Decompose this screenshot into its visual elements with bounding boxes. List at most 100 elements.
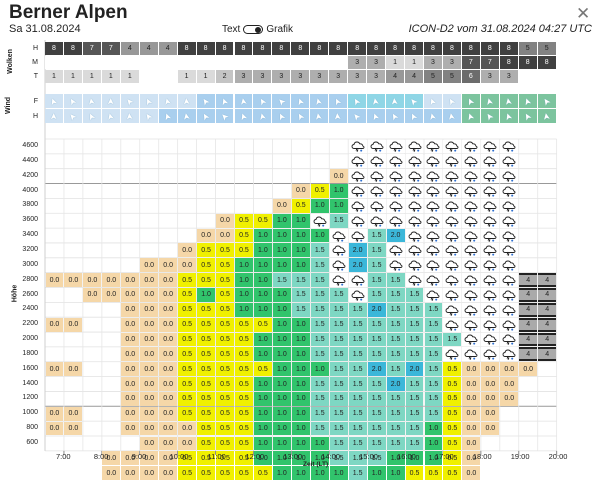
thermal-cell: 1.0: [291, 466, 310, 480]
thermal-cell: 0.0: [159, 406, 178, 421]
cloud-base-cell: 4: [519, 273, 538, 287]
thermal-cell: 0.0: [481, 362, 500, 377]
thermal-cell: 1.5: [329, 317, 348, 332]
thunder-cloud-icon: [424, 228, 443, 243]
thunder-cloud-icon: [443, 347, 462, 362]
thermal-cell: 1.5: [386, 421, 405, 436]
thunder-cloud-icon: [424, 258, 443, 273]
cloud-cell: 2: [215, 70, 234, 83]
wind-arrow-icon: ➤: [442, 94, 461, 108]
wind-arrow-icon: ➤: [215, 94, 234, 108]
y-tick-label: 1400: [22, 379, 38, 387]
thermal-cell: 0.5: [178, 347, 197, 362]
thermal-cell: 0.5: [178, 302, 197, 317]
thermal-cell: 0.5: [235, 228, 253, 243]
thunder-cloud-icon: [386, 198, 405, 213]
wind-arrow-icon: ➤: [348, 94, 367, 108]
thermal-cell: 0.0: [140, 466, 159, 480]
x-tick-label: 10:00: [169, 452, 189, 461]
cloud-cell: 7: [480, 56, 499, 69]
thermal-cell: 0.5: [253, 213, 272, 228]
thermal-cell: 0.0: [121, 421, 140, 436]
thunder-cloud-icon: [481, 139, 500, 154]
thunder-cloud-icon: [443, 184, 462, 198]
x-tick-label: 11:00: [207, 452, 226, 461]
thermal-cell: 1.0: [253, 243, 272, 258]
thermal-cell: 0.5: [216, 317, 234, 332]
thermal-cell: 1.0: [291, 436, 310, 451]
wind-arrow-icon: ➤: [499, 94, 518, 108]
cloud-cell: 8: [63, 42, 82, 55]
thunder-cloud-icon: [481, 288, 500, 302]
thermal-cell: 0.5: [197, 347, 216, 362]
cloud-cell: [291, 56, 310, 69]
cloud-base-cell: 4: [519, 302, 538, 317]
thermal-cell: 0.0: [121, 406, 140, 421]
thermal-cell: 1.5: [424, 347, 443, 362]
thermal-cell: 1.5: [367, 377, 386, 391]
thermal-cell: 0.5: [443, 391, 462, 406]
x-tick-label: 18:00: [472, 452, 492, 461]
thunder-cloud-icon: [405, 184, 424, 198]
cloud-cell: 8: [329, 42, 348, 55]
y-tick-label: 3600: [22, 216, 38, 224]
wind-arrow-icon: ➤: [234, 94, 253, 108]
thermal-cell: 0.0: [178, 243, 197, 258]
toggle-switch[interactable]: [243, 25, 264, 34]
thunder-cloud-icon: [386, 154, 405, 169]
thermal-cell: 1.0: [329, 466, 348, 480]
wind-arrow-icon: ➤: [480, 109, 499, 123]
toggle-label-grafik[interactable]: Grafik: [266, 24, 294, 35]
thermal-cell: 1.0: [291, 332, 310, 347]
thermal-cell: 1.5: [386, 273, 405, 287]
y-tick-label: 3400: [22, 231, 38, 239]
thermal-cell: 1.5: [348, 391, 367, 406]
close-icon[interactable]: ✕: [576, 4, 591, 23]
thunder-cloud-icon: [481, 243, 500, 258]
wind-row-label: F: [33, 98, 38, 105]
wind-arrow-icon: ➤: [45, 94, 63, 108]
x-tick-label: 19:00: [510, 452, 530, 461]
cloud-cell: [139, 56, 158, 69]
view-toggle[interactable]: Text Grafik: [222, 24, 293, 35]
thunder-cloud-icon: [462, 139, 481, 154]
y-tick-label: 2400: [22, 305, 38, 313]
thunder-cloud-icon: [424, 243, 443, 258]
cloud-cell: 8: [518, 56, 537, 69]
thermal-cell: 1.5: [329, 362, 348, 377]
thermal-cell: 0.0: [45, 362, 64, 377]
thermal-cell: 1.5: [386, 391, 405, 406]
y-tick-label: 2800: [22, 275, 38, 283]
thunder-cloud-icon: [500, 184, 519, 198]
wind-arrow-icon: ➤: [63, 109, 82, 123]
toggle-label-text[interactable]: Text: [222, 24, 241, 35]
thermal-cell: 0.0: [291, 184, 310, 198]
thermal-cell: 0.0: [121, 362, 140, 377]
thunder-cloud-icon: [462, 198, 481, 213]
y-tick-label: 3800: [22, 201, 38, 209]
thermal-cell: 1.0: [424, 421, 443, 436]
thermal-cell: 1.5: [310, 302, 329, 317]
cloud-cell: 1: [177, 70, 196, 83]
cloud-cell: 3: [234, 70, 253, 83]
cloud-cell: 8: [310, 42, 329, 55]
thermal-cell: 0.0: [329, 169, 348, 184]
thermal-cell: 0.5: [235, 332, 253, 347]
thermal-cell: 1.0: [197, 288, 216, 302]
thermal-cell: 0.5: [443, 466, 462, 480]
cloud-cell: 8: [461, 42, 480, 55]
cloud-cell: 8: [253, 42, 272, 55]
thermal-cell: 0.5: [216, 377, 234, 391]
x-axis-label: Zeit (LT): [303, 461, 329, 468]
thermal-cell: 0.0: [102, 273, 121, 287]
thermal-cell: 1.5: [424, 391, 443, 406]
thermal-cell: 1.5: [367, 347, 386, 362]
thermal-cell: 1.5: [367, 273, 386, 287]
cloud-cell: 3: [480, 70, 499, 83]
thermal-cell: 0.0: [140, 302, 159, 317]
thermal-cell: 0.5: [443, 421, 462, 436]
thermal-cell: 0.0: [159, 421, 178, 436]
thermal-cell: 1.5: [310, 332, 329, 347]
thunder-cloud-icon: [424, 198, 443, 213]
thermal-cell: 2.0: [367, 302, 386, 317]
